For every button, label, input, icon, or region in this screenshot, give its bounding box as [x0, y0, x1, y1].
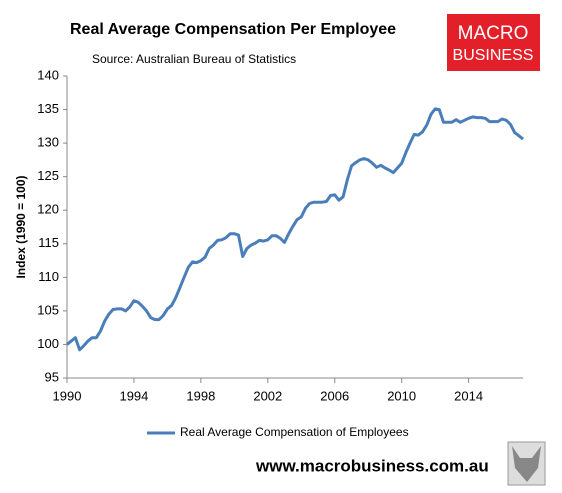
line: [66, 107, 524, 352]
x-tick-label: 1998: [186, 388, 215, 403]
logo-icon: [512, 446, 541, 482]
footer: www.macrobusiness.com.au: [255, 456, 489, 475]
y-tick-label: 110: [38, 269, 59, 284]
y-tick-label: 130: [37, 135, 59, 150]
legend-label: Real Average Compensation of Employees: [180, 425, 409, 439]
y-tick-label: 105: [37, 302, 59, 317]
y-tick-label: 135: [37, 101, 59, 116]
y-tick-label: 115: [38, 235, 59, 250]
y-tick-label: 100: [37, 336, 59, 351]
x-tick-label: 1990: [53, 388, 82, 403]
x-tick-label: 2010: [387, 388, 416, 403]
chart-title: Real Average Compensation Per Employee: [70, 21, 396, 38]
x-tick-label: 2006: [320, 388, 349, 403]
logo-text: MACRO: [458, 23, 529, 44]
y-tick-label: 140: [37, 67, 59, 82]
y-tick-label: 120: [37, 202, 59, 217]
chart-subtitle: Source: Australian Bureau of Statistics: [92, 52, 296, 66]
logo-box: [447, 14, 540, 71]
y-tick-label: 95: [45, 369, 59, 384]
y-tick-label: 125: [37, 168, 59, 183]
x-tick-label: 2002: [253, 388, 282, 403]
logo-text: BUSINESS: [453, 47, 534, 64]
x-tick-label: 1994: [119, 388, 148, 403]
y-axis-label: Index (1990 = 100): [14, 175, 28, 278]
x-tick-label: 2014: [454, 388, 483, 403]
